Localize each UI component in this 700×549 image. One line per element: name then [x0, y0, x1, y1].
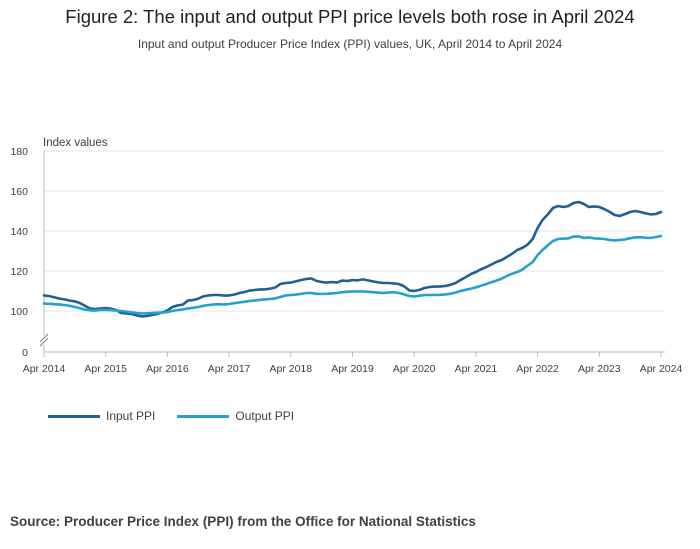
x-tick-label: Apr 2023	[578, 363, 621, 375]
y-axis-label: Index values	[43, 137, 108, 149]
axes	[39, 151, 662, 357]
legend-label-input-ppi: Input PPI	[106, 409, 156, 423]
source-note: Source: Producer Price Index (PPI) from …	[10, 514, 476, 529]
y-tick-label: 120	[10, 266, 28, 278]
legend-item-input-ppi[interactable]: Input PPI	[48, 409, 155, 423]
series-line-input-ppi	[42, 200, 663, 318]
x-tick-label: Apr 2016	[146, 363, 189, 375]
y-tick-label: 160	[10, 186, 28, 198]
x-tick-label: Apr 2020	[393, 363, 436, 375]
chart-title: Figure 2: The input and output PPI price…	[65, 6, 635, 27]
legend-swatch-input-ppi	[48, 414, 100, 418]
axis-break-mark	[39, 337, 49, 347]
legend-label-output-ppi: Output PPI	[235, 409, 295, 423]
x-tick-label: Apr 2014	[23, 363, 66, 375]
x-tick-label: Apr 2022	[516, 363, 559, 375]
axis-break-mark	[39, 333, 49, 343]
series-line-output-ppi	[42, 234, 663, 315]
y-tick-label: 100	[10, 306, 28, 318]
series-lines	[42, 200, 663, 318]
x-tick-label: Apr 2021	[455, 363, 498, 375]
x-tick-label: Apr 2015	[84, 363, 127, 375]
x-tick-label: Apr 2018	[269, 363, 312, 375]
x-tick-label: Apr 2024	[640, 363, 683, 375]
y-tick-label: 0	[22, 347, 28, 359]
y-tick-label: 180	[10, 146, 28, 158]
line-chart: 0 100 120 140 160 180 Index values Apr 2014 Apr …	[10, 137, 682, 375]
x-tick-label: Apr 2019	[331, 363, 374, 375]
legend-swatch-output-ppi	[177, 414, 230, 418]
chart-subtitle: Input and output Producer Price Index (P…	[137, 37, 563, 51]
gridlines	[44, 150, 665, 353]
y-tick-label: 140	[10, 226, 28, 238]
tick-labels: 0 100 120 140 160 180 Index values Apr 2014 Apr …	[10, 137, 682, 375]
legend: Input PPI Output PPI	[48, 409, 316, 423]
legend-item-output-ppi[interactable]: Output PPI	[177, 409, 294, 423]
x-tick-label: Apr 2017	[208, 363, 251, 375]
